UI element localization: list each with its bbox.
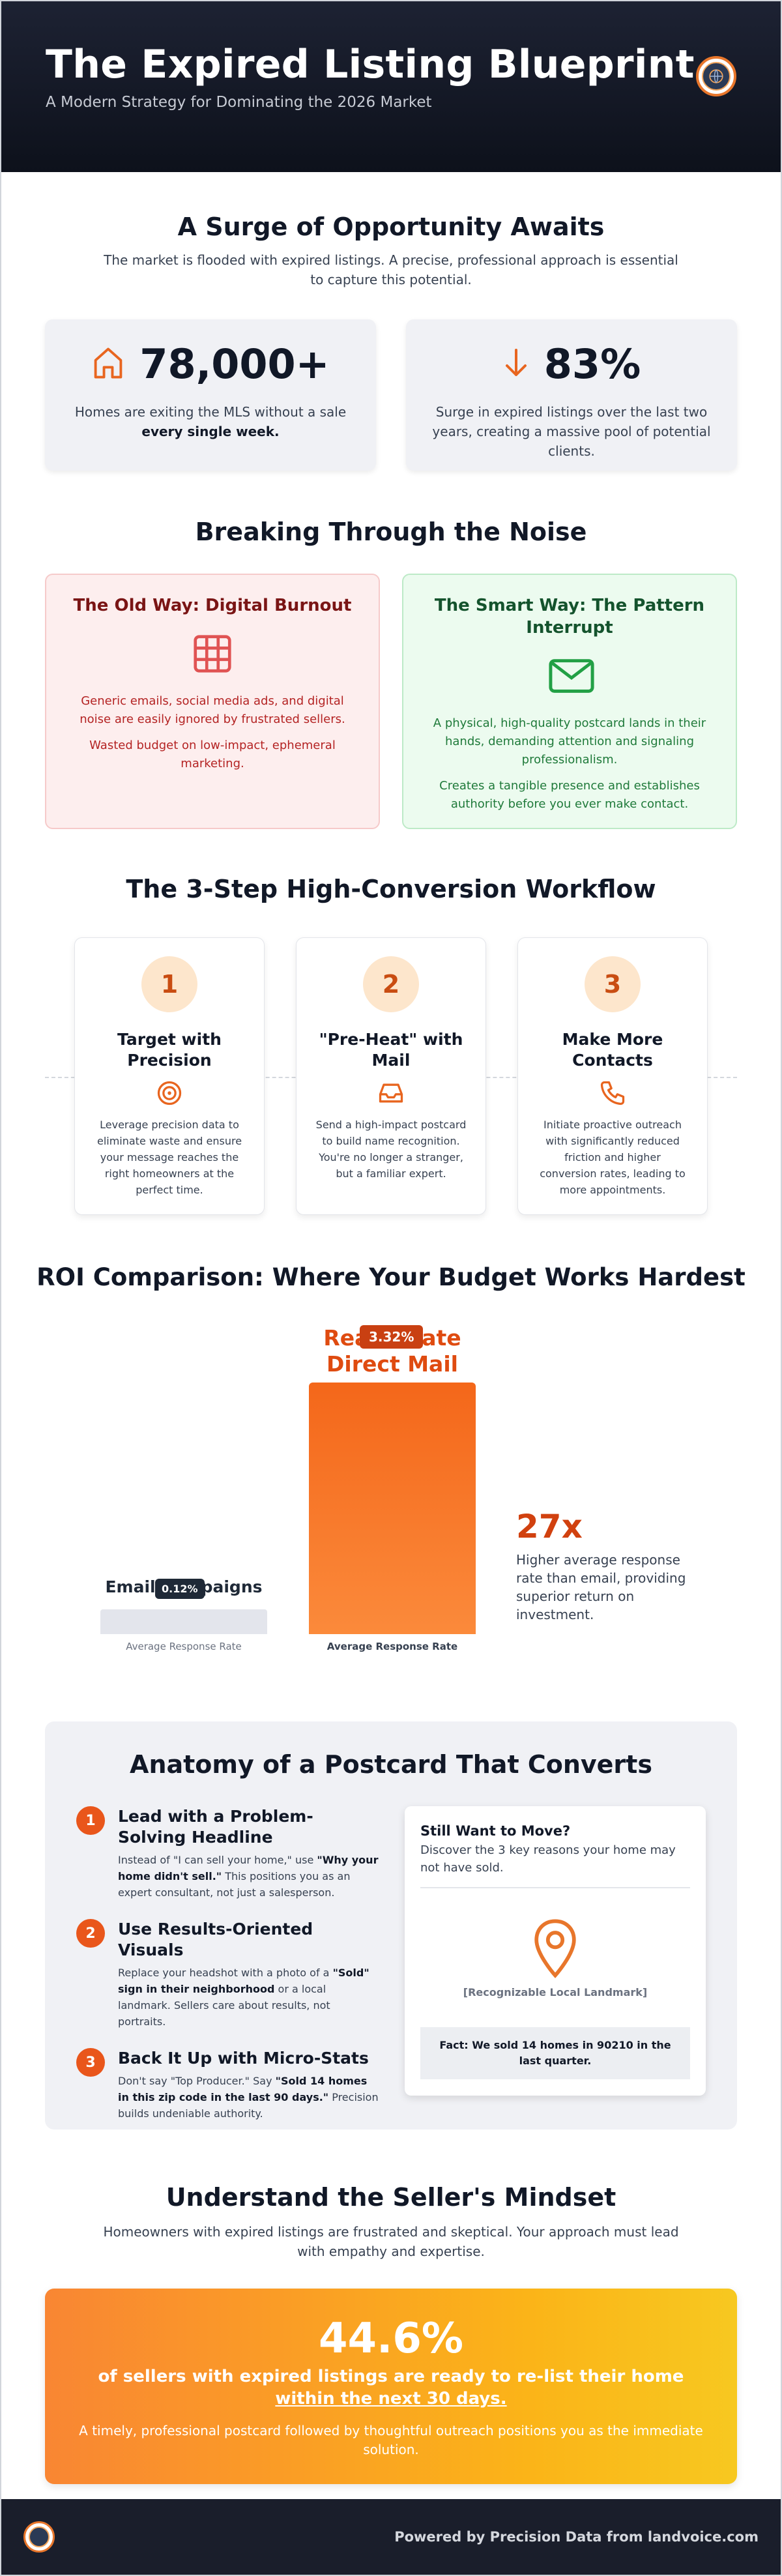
step-number: 3 bbox=[585, 956, 641, 1012]
smart-way-text-2: Creates a tangible presence and establis… bbox=[439, 779, 700, 811]
location-pin-icon bbox=[529, 1917, 581, 1980]
anatomy-item-text: Don't say "Top Producer." Say "Sold 14 h… bbox=[118, 2075, 379, 2120]
page-subtitle: A Modern Strategy for Dominating the 202… bbox=[46, 94, 432, 111]
old-way-title: The Old Way: Digital Burnout bbox=[73, 596, 352, 615]
step-card: 2 "Pre-Heat" with Mail Send a high-impac… bbox=[296, 937, 486, 1215]
anatomy-item-number: 3 bbox=[76, 2048, 105, 2077]
surge-section: A Surge of Opportunity Awaits The market… bbox=[1, 172, 781, 471]
noise-title: Breaking Through the Noise bbox=[195, 518, 587, 546]
smart-way-title: The Smart Way: The Pattern Interrupt bbox=[434, 596, 705, 637]
old-way-text: Generic emails, social media ads, and di… bbox=[80, 694, 345, 726]
header: The Expired Listing Blueprint A Modern S… bbox=[1, 1, 781, 172]
value-label-email: 0.12% bbox=[155, 1579, 205, 1599]
mindset-headline: of sellers with expired listings are rea… bbox=[98, 2367, 684, 2408]
roi-bar-chart: Email Campaigns Real Estate Direct Mail … bbox=[1, 1291, 781, 1682]
footer: Powered by Precision Data from landvoice… bbox=[1, 2499, 781, 2575]
bar-direct-mail bbox=[309, 1383, 476, 1634]
stat-value: 83% bbox=[543, 340, 641, 388]
anatomy-item-text: Instead of "I can sell your home," use "… bbox=[118, 1854, 379, 1899]
stat-card-surge: 83% Surge in expired listings over the l… bbox=[406, 319, 737, 471]
stat-text: Surge in expired listings over the last … bbox=[432, 404, 711, 459]
stat-card-homes: 78,000+ Homes are exiting the MLS withou… bbox=[45, 319, 376, 471]
stat-value: 78,000+ bbox=[139, 340, 330, 388]
step-card: 3 Make More Contacts Initiate proactive … bbox=[517, 937, 708, 1215]
roi-section: ROI Comparison: Where Your Budget Works … bbox=[1, 1215, 781, 1682]
noise-section: Breaking Through the Noise The Old Way: … bbox=[1, 471, 781, 829]
mindset-stat: 44.6% bbox=[318, 2315, 464, 2363]
anatomy-title: Anatomy of a Postcard That Converts bbox=[130, 1750, 652, 1779]
globe-badge-icon bbox=[696, 56, 736, 96]
step-text: Leverage precision data to eliminate was… bbox=[96, 1119, 242, 1196]
grid-icon bbox=[190, 631, 235, 677]
step-title: "Pre-Heat" with Mail bbox=[319, 1030, 463, 1070]
mindset-stat-banner: 44.6% of sellers with expired listings a… bbox=[45, 2289, 737, 2484]
anatomy-section: Anatomy of a Postcard That Converts 1 Le… bbox=[45, 1721, 737, 2130]
roi-multiplier: 27x bbox=[516, 1508, 583, 1545]
bar-email-campaigns bbox=[100, 1609, 267, 1634]
anatomy-list: 1 Lead with a Problem-Solving Headline I… bbox=[76, 1806, 381, 2140]
old-way-card: The Old Way: Digital Burnout Generic ema… bbox=[45, 574, 380, 829]
anatomy-item: 2 Use Results-Oriented Visuals Replace y… bbox=[76, 1919, 381, 2030]
old-way-text-2: Wasted budget on low-impact, ephemeral m… bbox=[89, 739, 336, 770]
step-card: 1 Target with Precision Leverage precisi… bbox=[74, 937, 265, 1215]
home-icon bbox=[91, 345, 125, 384]
inbox-icon bbox=[377, 1079, 405, 1107]
mindset-section: Understand the Seller's Mindset Homeowne… bbox=[1, 2130, 781, 2484]
anatomy-item-number: 1 bbox=[76, 1806, 105, 1835]
arrow-down-icon bbox=[502, 346, 530, 383]
roi-multiplier-text: Higher average response rate than email,… bbox=[516, 1552, 686, 1622]
mindset-title: Understand the Seller's Mindset bbox=[166, 2183, 616, 2212]
step-number: 1 bbox=[141, 956, 197, 1012]
mindset-description: Homeowners with expired listings are fru… bbox=[103, 2224, 679, 2259]
workflow-title: The 3-Step High-Conversion Workflow bbox=[126, 875, 656, 903]
anatomy-item-title: Use Results-Oriented Visuals bbox=[118, 1920, 313, 1959]
postcard-landmark: [Recognizable Local Landmark] bbox=[463, 1986, 648, 1998]
page-title: The Expired Listing Blueprint bbox=[46, 42, 695, 87]
roi-title: ROI Comparison: Where Your Budget Works … bbox=[36, 1263, 746, 1291]
footer-credit: Powered by Precision Data from landvoice… bbox=[394, 2529, 759, 2545]
step-title: Make More Contacts bbox=[562, 1030, 663, 1070]
step-text: Initiate proactive outreach with signifi… bbox=[540, 1119, 686, 1196]
postcard-fact: Fact: We sold 14 homes in 90210 in the l… bbox=[420, 2027, 690, 2079]
postcard-heading: Still Want to Move? bbox=[420, 1823, 571, 1839]
mindset-text: A timely, professional postcard followed… bbox=[79, 2423, 703, 2457]
stat-text: Homes are exiting the MLS without a sale… bbox=[74, 404, 347, 439]
surge-title: A Surge of Opportunity Awaits bbox=[177, 212, 605, 241]
postcard-example: Still Want to Move? Discover the 3 key r… bbox=[405, 1806, 706, 2096]
anatomy-item-title: Lead with a Problem-Solving Headline bbox=[118, 1807, 313, 1847]
anatomy-item: 1 Lead with a Problem-Solving Headline I… bbox=[76, 1806, 381, 1901]
globe-badge-icon bbox=[23, 2521, 55, 2553]
step-number: 2 bbox=[363, 956, 419, 1012]
anatomy-item-text: Replace your headshot with a photo of a … bbox=[118, 1967, 369, 2028]
surge-description: The market is flooded with expired listi… bbox=[104, 252, 678, 287]
target-icon bbox=[155, 1079, 184, 1107]
step-text: Send a high-impact postcard to build nam… bbox=[315, 1119, 467, 1180]
roi-callout: 27x Higher average response rate than em… bbox=[516, 1508, 705, 1624]
anatomy-item-title: Back It Up with Micro-Stats bbox=[118, 2049, 369, 2068]
anatomy-item-number: 2 bbox=[76, 1919, 105, 1948]
value-label-direct-mail: 3.32% bbox=[360, 1325, 424, 1349]
anatomy-item: 3 Back It Up with Micro-Stats Don't say … bbox=[76, 2048, 381, 2122]
mail-icon bbox=[547, 653, 594, 699]
postcard-divider bbox=[420, 1887, 690, 1888]
postcard-subheading: Discover the 3 key reasons your home may… bbox=[420, 1843, 676, 1875]
smart-way-text: A physical, high-quality postcard lands … bbox=[433, 716, 706, 767]
phone-icon bbox=[598, 1079, 627, 1107]
workflow-section: The 3-Step High-Conversion Workflow 1 Ta… bbox=[1, 829, 781, 1215]
step-title: Target with Precision bbox=[117, 1030, 222, 1070]
smart-way-card: The Smart Way: The Pattern Interrupt A p… bbox=[402, 574, 737, 829]
axis-label-direct-mail: Average Response Rate bbox=[326, 1641, 458, 1652]
axis-label-email: Average Response Rate bbox=[126, 1641, 242, 1652]
